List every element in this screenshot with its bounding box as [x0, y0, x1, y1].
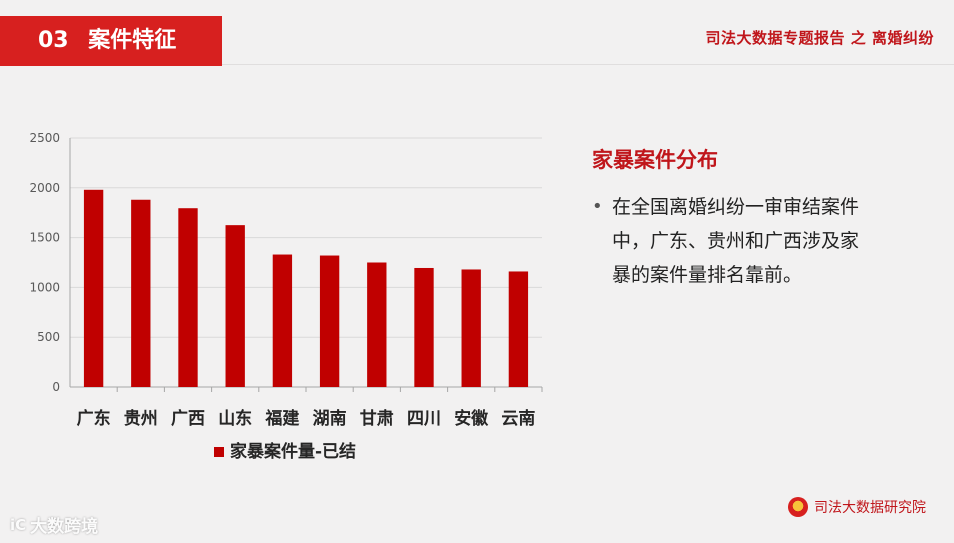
legend-swatch [214, 447, 224, 457]
report-title: 司法大数据专题报告 之 离婚纠纷 [705, 29, 934, 47]
bar-广西 [178, 208, 198, 387]
y-tick-label: 2000 [29, 181, 60, 195]
y-tick-label: 1500 [29, 231, 60, 245]
bar-山东 [225, 225, 245, 387]
section-title: 案件特征 [88, 28, 177, 53]
institute-credit: 司法大数据研究院 [788, 497, 926, 517]
bar-贵州 [131, 199, 151, 387]
side-panel-title: 家暴案件分布 [592, 148, 718, 172]
x-tick-label: 安徽 [454, 408, 489, 429]
watermark: iC 大数跨境 [10, 512, 99, 538]
bar-广东 [83, 189, 104, 387]
side-panel-bullets: 在全国离婚纠纷一审审结案件中，广东、贵州和广西涉及家暴的案件量排名靠前。 [592, 190, 862, 292]
y-tick-label: 0 [52, 380, 60, 394]
y-tick-label: 1000 [29, 280, 60, 294]
bar-福建 [272, 254, 293, 387]
x-tick-label: 甘肃 [360, 408, 394, 429]
institute-name: 司法大数据研究院 [814, 500, 926, 516]
x-tick-label: 山东 [218, 408, 252, 429]
header-divider [222, 64, 954, 65]
court-emblem-icon [788, 497, 808, 517]
legend-label: 家暴案件量-已结 [230, 441, 356, 462]
bar-四川 [414, 267, 434, 387]
x-tick-label: 广东 [77, 408, 111, 429]
section-tag: 03 案件特征 [0, 16, 222, 66]
bar-湖南 [319, 255, 340, 387]
section-number: 03 [38, 28, 69, 53]
watermark-text: 大数跨境 [30, 517, 99, 537]
bullet-item: 在全国离婚纠纷一审审结案件中，广东、贵州和广西涉及家暴的案件量排名靠前。 [592, 190, 862, 292]
x-tick-label: 云南 [501, 408, 535, 429]
x-tick-label: 贵州 [124, 408, 158, 429]
y-tick-label: 2500 [29, 131, 60, 145]
bar-chart: 0 500 1000 1500 2000 2500 广东 贵州 广西 山东 福建 湖南 甘肃 四川 安徽 云南… [29, 131, 543, 462]
x-tick-label: 福建 [264, 408, 299, 429]
x-tick-label: 广西 [171, 408, 205, 429]
bar-云南 [508, 271, 529, 387]
x-tick-label: 四川 [407, 409, 441, 429]
x-tick-label: 湖南 [313, 408, 347, 429]
y-tick-label: 500 [37, 330, 60, 344]
watermark-logo: iC [10, 515, 27, 534]
bar-甘肃 [367, 262, 387, 387]
bar-安徽 [461, 269, 481, 387]
